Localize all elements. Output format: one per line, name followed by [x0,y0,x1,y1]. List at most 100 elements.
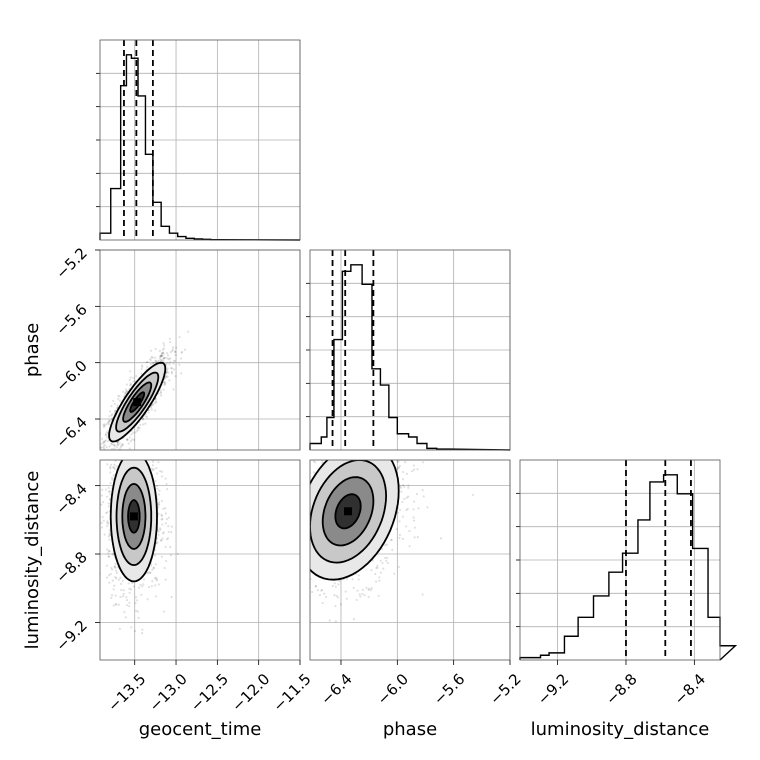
sample-point [112,604,115,607]
sample-point [337,583,340,586]
sample-point [287,503,289,505]
sample-point [149,457,151,459]
sample-point [363,594,366,597]
sample-point [146,445,148,447]
sample-point [301,496,303,498]
sample-point [306,535,308,537]
sample-point [166,375,169,378]
sample-point [114,566,117,569]
sample-point [306,483,308,485]
sample-point [172,346,175,349]
sample-point [89,454,91,456]
sample-point [150,564,153,567]
sample-point [115,446,118,449]
sample-point [160,359,163,362]
sample-point [100,521,103,524]
sample-point [294,530,296,532]
sample-point [108,533,112,537]
sample-point [398,533,402,537]
sample-point [126,456,128,458]
sample-point [149,406,153,409]
y-axis-label-phase: phase [22,323,43,377]
sample-point [350,411,352,413]
sample-point [187,330,190,333]
sample-point [407,495,410,498]
sample-point [352,617,356,621]
sample-point [412,464,416,467]
histogram-luminosity_distance [519,474,738,661]
sample-point [101,437,104,440]
sample-point [126,390,129,393]
sample-point [117,578,120,581]
sample-point [105,446,108,449]
contour-line [310,460,388,564]
sample-point [169,351,172,354]
sample-point [370,569,373,572]
sample-point [157,461,160,464]
sample-point [323,592,326,595]
sample-point [105,431,108,434]
contour-line [310,460,400,581]
sample-point [124,616,127,619]
sample-point [378,576,381,579]
sample-point [162,347,166,350]
x-tick-label: −13.5 [104,670,149,715]
sample-point [157,583,160,586]
sample-point [160,355,163,358]
y-tick-label: −5.2 [52,244,90,282]
sample-point [167,530,170,534]
sample-point [155,484,159,488]
sample-point [141,444,143,446]
sample-point [108,550,111,553]
sample-point [287,519,289,521]
sample-point [158,527,162,530]
sample-point [154,356,157,359]
sample-point [305,583,307,585]
contour-line [115,371,160,433]
sample-point [125,596,128,599]
sample-point [139,583,142,587]
sample-point [151,362,155,365]
sample-point [360,422,362,424]
sample-point [125,457,127,459]
sample-point [134,596,138,599]
sample-point [155,401,158,404]
sample-point [110,414,113,417]
sample-point [320,589,323,592]
sample-point [115,602,118,606]
sample-point [118,442,121,445]
sample-point [402,470,405,474]
sample-point [102,446,106,450]
sample-point [303,563,305,565]
sample-point [376,564,379,567]
scatter-panel-geocent_time-phase [89,249,301,456]
sample-point [360,444,362,446]
sample-point [126,438,129,442]
sample-point [157,533,160,536]
sample-point [166,357,169,360]
sample-point [272,565,274,567]
sample-point [161,354,164,357]
sample-point [334,457,336,459]
sample-point [109,467,112,470]
sample-point [149,357,152,361]
panel-frame [99,39,301,241]
sample-point [125,383,129,386]
sample-point [114,594,117,597]
sample-point [89,454,91,456]
sample-point [331,585,334,588]
sample-point [172,362,175,365]
sample-point [151,460,155,463]
sample-point [171,348,174,351]
sample-point [105,436,108,439]
sample-point [113,402,116,405]
sample-point [106,548,109,551]
sample-point [140,367,143,371]
sample-point [165,370,168,374]
sample-point [109,481,112,485]
sample-point [160,354,163,357]
sample-point [128,605,131,608]
sample-point [93,468,95,470]
sample-point [100,446,103,449]
sample-point [102,425,105,429]
